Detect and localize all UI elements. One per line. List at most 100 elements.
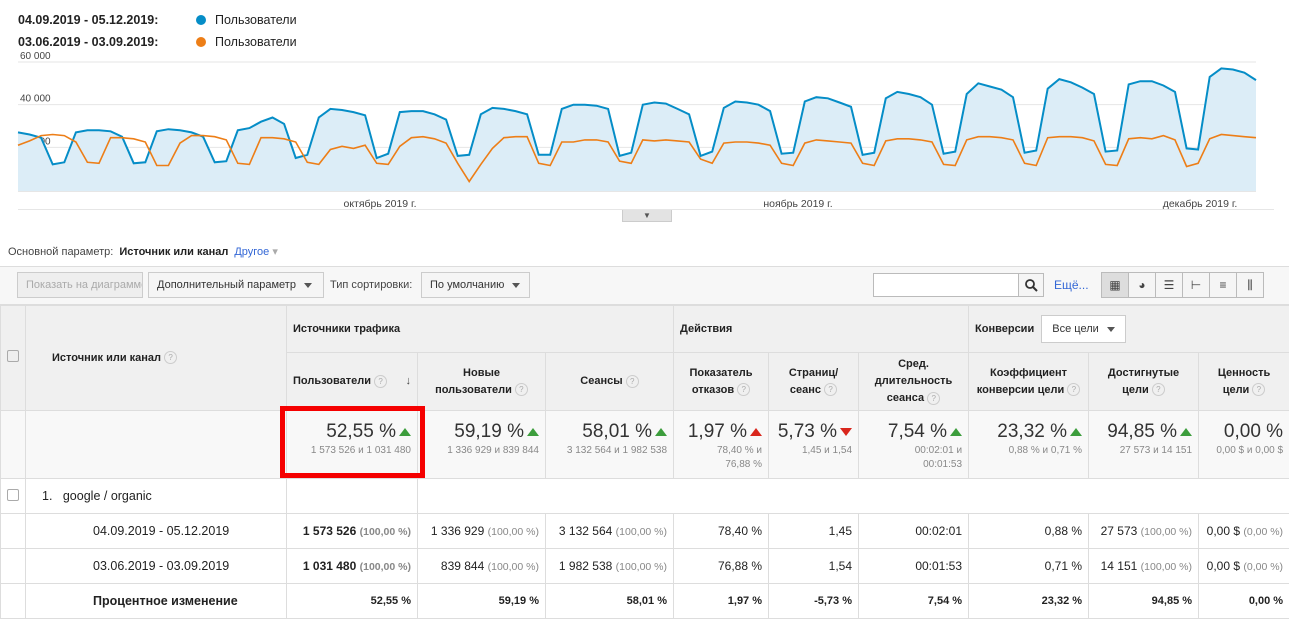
- row-dimension[interactable]: 1. google / organic: [26, 479, 287, 514]
- chart-legend: 04.09.2019 - 05.12.2019: Пользователи 03…: [18, 9, 297, 53]
- legend-dot-icon: [196, 37, 206, 47]
- sort-type-label: Тип сортировки:: [330, 272, 412, 298]
- change-cell: 59,19 %: [418, 584, 546, 619]
- column-header[interactable]: Новые пользователи ?: [418, 353, 546, 411]
- view-switcher: ▦ ◕ ☰ ⊢ ≡ ⫼: [1102, 272, 1264, 298]
- chart-collapse-toggle[interactable]: ▼: [622, 210, 672, 222]
- goals-select[interactable]: Все цели: [1041, 315, 1126, 343]
- arrow-up-icon: [950, 428, 962, 436]
- arrow-up-icon: [527, 428, 539, 436]
- secondary-dimension-dropdown[interactable]: Дополнительный параметр: [148, 272, 324, 298]
- dimension-source-medium[interactable]: Источник или канал: [119, 246, 228, 258]
- total-cell: 23,32 %0,88 % и 0,71 %: [969, 411, 1089, 479]
- plot-rows-button[interactable]: Показать на диаграмме: [17, 272, 143, 298]
- change-cell: 58,01 %: [546, 584, 674, 619]
- metric-cell: 1 982 538 (100,00 %): [546, 549, 674, 584]
- term-cloud-view-icon[interactable]: ≡: [1209, 272, 1237, 298]
- column-header[interactable]: Пользователи ? ↓: [287, 353, 418, 411]
- metric-cell: 1,45: [769, 514, 859, 549]
- empty-cell: [26, 411, 287, 479]
- caret-down-icon: [1107, 327, 1115, 332]
- performance-view-icon[interactable]: ☰: [1155, 272, 1183, 298]
- help-icon[interactable]: ?: [515, 383, 528, 396]
- metric-cell: 1 573 526 (100,00 %): [287, 514, 418, 549]
- x-tick-label: октябрь 2019 г.: [343, 198, 416, 210]
- dimension-header[interactable]: Источник или канал ?: [26, 306, 287, 411]
- x-tick-label: ноябрь 2019 г.: [763, 198, 832, 210]
- help-icon[interactable]: ?: [1152, 383, 1165, 396]
- primary-dimension-bar: Основной параметр: Источник или канал Др…: [8, 245, 278, 258]
- legend-label: Пользователи: [215, 13, 297, 27]
- metric-cell: 27 573 (100,00 %): [1089, 514, 1199, 549]
- pivot-view-icon[interactable]: ⫼: [1236, 272, 1264, 298]
- metric-cell: 839 844 (100,00 %): [418, 549, 546, 584]
- group-acquisition: Источники трафика: [287, 306, 674, 353]
- arrow-up-icon: [1180, 428, 1192, 436]
- select-all-cell: [1, 306, 26, 411]
- y-tick-label: 60 000: [20, 51, 51, 62]
- metric-cell: 3 132 564 (100,00 %): [546, 514, 674, 549]
- metric-cell: 78,40 %: [674, 514, 769, 549]
- help-icon[interactable]: ?: [374, 375, 387, 388]
- help-icon[interactable]: ?: [737, 383, 750, 396]
- legend-range: 04.09.2019 - 05.12.2019:: [18, 13, 196, 27]
- select-all-checkbox[interactable]: [7, 350, 19, 362]
- arrow-up-icon: [1070, 428, 1082, 436]
- change-cell: 52,55 %: [287, 584, 418, 619]
- search-button[interactable]: [1018, 273, 1044, 297]
- dimension-other-dropdown[interactable]: Другое ▾: [234, 245, 278, 258]
- comparison-view-icon[interactable]: ⊢: [1182, 272, 1210, 298]
- metric-cell: 00:01:53: [859, 549, 969, 584]
- total-cell: 58,01 %3 132 564 и 1 982 538: [546, 411, 674, 479]
- legend-range: 03.06.2019 - 03.09.2019:: [18, 35, 196, 49]
- metric-cell: 1 031 480 (100,00 %): [287, 549, 418, 584]
- sort-arrow-icon[interactable]: ↓: [406, 373, 412, 390]
- arrow-down-icon: [840, 428, 852, 436]
- table-row[interactable]: 1. google / organic: [1, 479, 1289, 514]
- metric-cell: 76,88 %: [674, 549, 769, 584]
- sort-type-dropdown[interactable]: По умолчанию: [421, 272, 530, 298]
- legend-row-current: 04.09.2019 - 05.12.2019: Пользователи: [18, 9, 297, 31]
- column-header[interactable]: Сеансы ?: [546, 353, 674, 411]
- empty-cell: [1, 584, 26, 619]
- column-header[interactable]: Страниц/сеанс ?: [769, 353, 859, 411]
- change-cell: 23,32 %: [969, 584, 1089, 619]
- total-cell: 94,85 %27 573 и 14 151: [1089, 411, 1199, 479]
- metric-cell: 00:02:01: [859, 514, 969, 549]
- row-checkbox[interactable]: [7, 489, 19, 501]
- help-icon[interactable]: ?: [164, 351, 177, 364]
- help-icon[interactable]: ?: [1252, 383, 1265, 396]
- change-cell: 7,54 %: [859, 584, 969, 619]
- primary-dimension-label: Основной параметр:: [8, 246, 113, 258]
- empty-cell: [287, 479, 418, 514]
- caret-down-icon: [512, 283, 520, 288]
- table-view-icon[interactable]: ▦: [1101, 272, 1129, 298]
- more-link[interactable]: Ещё...: [1054, 273, 1089, 297]
- change-cell: -5,73 %: [769, 584, 859, 619]
- report-table: Источник или канал ? Источники трафика Д…: [0, 305, 1289, 619]
- legend-label: Пользователи: [215, 35, 297, 49]
- empty-cell: [418, 479, 1289, 514]
- pie-view-icon[interactable]: ◕: [1128, 272, 1156, 298]
- help-icon[interactable]: ?: [824, 383, 837, 396]
- y-tick-label: 40 000: [20, 94, 51, 105]
- metric-cell: 1,54: [769, 549, 859, 584]
- help-icon[interactable]: ?: [626, 375, 639, 388]
- total-cell: 5,73 %1,45 и 1,54: [769, 411, 859, 479]
- help-icon[interactable]: ?: [927, 392, 940, 405]
- help-icon[interactable]: ?: [1067, 383, 1080, 396]
- search-input[interactable]: [873, 273, 1019, 297]
- x-tick-label: декабрь 2019 г.: [1163, 198, 1238, 210]
- row-checkbox-cell: [1, 479, 26, 514]
- caret-down-icon: [304, 283, 312, 288]
- row-label: 03.06.2019 - 03.09.2019: [26, 549, 287, 584]
